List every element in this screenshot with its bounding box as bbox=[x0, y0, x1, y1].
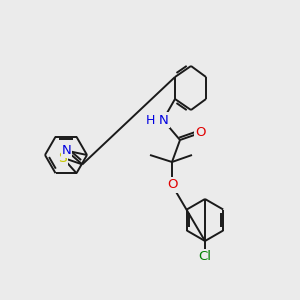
Text: S: S bbox=[58, 151, 67, 165]
Text: H: H bbox=[145, 113, 155, 127]
Text: O: O bbox=[195, 127, 205, 140]
Text: O: O bbox=[167, 178, 177, 191]
Text: N: N bbox=[159, 113, 169, 127]
Text: Cl: Cl bbox=[199, 250, 212, 263]
Text: N: N bbox=[61, 144, 71, 157]
